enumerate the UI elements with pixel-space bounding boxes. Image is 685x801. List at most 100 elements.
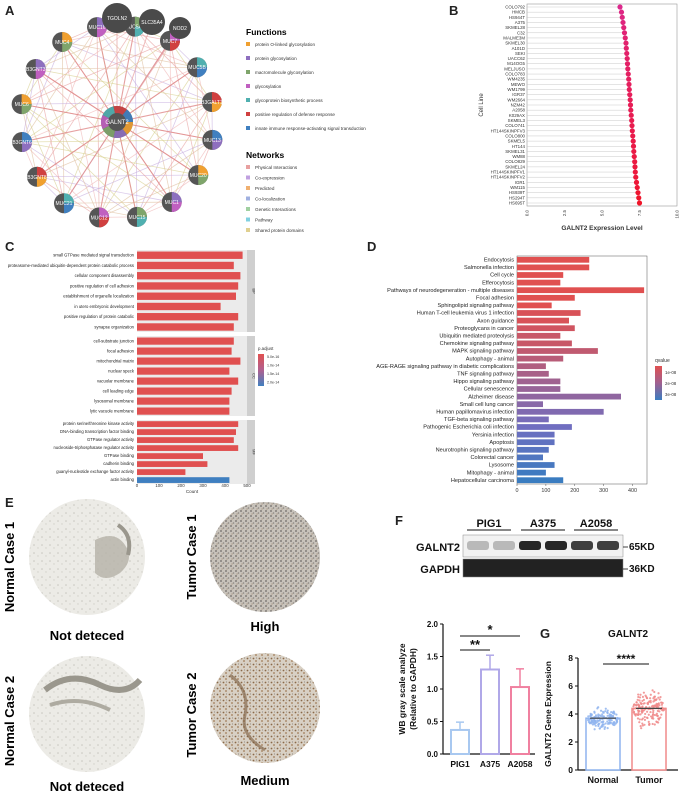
g-point bbox=[638, 710, 641, 713]
b-point bbox=[636, 195, 642, 201]
c-bar bbox=[137, 421, 239, 427]
network-edge bbox=[116, 26, 136, 123]
network-edge bbox=[21, 121, 118, 143]
g-sig-label: **** bbox=[617, 652, 636, 666]
network-node-label: MUC5AC bbox=[124, 25, 146, 31]
g-point bbox=[609, 713, 613, 717]
network-node-muc1: MUC1 bbox=[161, 192, 182, 213]
b-point bbox=[631, 148, 637, 155]
panel-letter-d: D bbox=[367, 239, 377, 254]
network-node-center: GALNT2 bbox=[101, 106, 133, 139]
d-category-label: Efferocytosis bbox=[482, 280, 514, 286]
g-y-tick: 2 bbox=[568, 737, 573, 747]
c-bar bbox=[137, 323, 234, 331]
g-point bbox=[607, 721, 610, 724]
d-bar bbox=[517, 355, 564, 362]
b-tick-label: HS695T bbox=[509, 201, 525, 206]
network-node-b3gnt8: B3GNT8 bbox=[26, 166, 47, 187]
g-point bbox=[601, 723, 604, 726]
svg-text:Predicted: Predicted bbox=[255, 186, 275, 191]
g-point bbox=[639, 693, 642, 696]
c-x-tick: 500 bbox=[243, 483, 251, 488]
b-tick-label: HT144SKINPFV1 bbox=[491, 170, 526, 175]
b-tick-label: MEWO bbox=[511, 82, 526, 87]
b-tick-label: MALME3M bbox=[503, 35, 525, 40]
g-y-tick: 0 bbox=[568, 765, 573, 775]
b-point bbox=[624, 50, 630, 57]
networks-title: Networks bbox=[246, 150, 285, 160]
network-legend-item: Predicted bbox=[246, 186, 275, 191]
network-node-label: B3GNT6 bbox=[12, 140, 32, 146]
g-point bbox=[592, 720, 595, 723]
c-bar bbox=[137, 397, 230, 405]
g-point bbox=[638, 696, 642, 699]
kegg-enrichment-chart: Endocytosis Salmonella infection Cell cycl… bbox=[376, 255, 677, 494]
g-point bbox=[641, 722, 644, 725]
d-bar bbox=[517, 469, 546, 476]
panel-letter-f: F bbox=[395, 513, 403, 528]
f-bar bbox=[510, 686, 530, 755]
network-node-slc35a4: SLC35A4 bbox=[139, 9, 165, 35]
d-category-label: Colorectal cancer bbox=[470, 455, 514, 461]
b-tick-label: WM115 bbox=[510, 185, 525, 190]
svg-text:positive regulation of defense: positive regulation of defense response bbox=[255, 112, 335, 117]
network-node-muc20: MUC20 bbox=[188, 165, 209, 186]
c-category-label: mitochondrial matrix bbox=[97, 359, 135, 364]
b-point bbox=[619, 14, 625, 20]
g-point bbox=[638, 721, 641, 724]
b-tick-label: SKMEL3 bbox=[508, 118, 526, 123]
g-point bbox=[606, 726, 609, 730]
g-point bbox=[653, 698, 656, 701]
g-point bbox=[640, 702, 643, 706]
svg-text:Co-expression: Co-expression bbox=[255, 176, 285, 181]
b-tick-label: COLO741 bbox=[505, 123, 525, 128]
d-bar bbox=[517, 272, 564, 278]
g-point bbox=[637, 693, 640, 696]
g-point bbox=[603, 727, 606, 731]
network-node-label: SLC35A4 bbox=[141, 20, 163, 26]
g-point bbox=[657, 696, 660, 699]
g-point bbox=[613, 722, 616, 725]
network-center-label: GALNT2 bbox=[105, 120, 129, 126]
g-point bbox=[609, 715, 613, 718]
g-point bbox=[593, 728, 596, 731]
b-tick-label: IGR1 bbox=[515, 180, 526, 185]
g-point bbox=[610, 710, 613, 714]
g-point bbox=[596, 707, 599, 710]
network-edge bbox=[134, 26, 138, 217]
network-edge bbox=[116, 121, 173, 203]
c-bar bbox=[137, 429, 236, 435]
g-point bbox=[587, 715, 590, 718]
c-bar bbox=[137, 377, 239, 385]
g-point bbox=[640, 718, 644, 721]
g-point bbox=[593, 723, 596, 726]
d-bar bbox=[517, 279, 561, 286]
d-bar bbox=[517, 386, 561, 392]
g-point bbox=[649, 715, 653, 718]
network-edge bbox=[35, 68, 100, 218]
g-point bbox=[645, 710, 649, 713]
normal-case-2-caption: Not deteced bbox=[50, 779, 124, 794]
g-point bbox=[593, 711, 596, 714]
b-point bbox=[621, 30, 628, 36]
d-category-label: Endocytosis bbox=[484, 257, 514, 263]
c-bar bbox=[137, 357, 241, 365]
c-category-label: cell leading edge bbox=[103, 389, 135, 394]
d-x-tick: 0 bbox=[516, 488, 519, 494]
network-legend-item: Physical Interactions bbox=[246, 165, 298, 170]
g-point bbox=[604, 710, 607, 713]
g-point bbox=[640, 727, 643, 730]
g-point bbox=[599, 709, 603, 712]
d-bar bbox=[517, 264, 590, 271]
blot-galnt2-band bbox=[597, 541, 619, 550]
g-point bbox=[636, 698, 639, 701]
d-category-label: TGF-beta signaling pathway bbox=[444, 417, 514, 423]
g-point bbox=[646, 716, 649, 720]
b-tick-label: WM4235 bbox=[507, 77, 525, 82]
d-bar bbox=[517, 393, 621, 400]
network-edge bbox=[21, 40, 171, 143]
g-point bbox=[652, 717, 655, 720]
b-tick-label: SKMEL24 bbox=[505, 164, 525, 169]
c-category-label: proteasome-mediated ubiquitin-dependent … bbox=[8, 263, 134, 268]
b-tick-label: COLO800 bbox=[505, 133, 525, 138]
